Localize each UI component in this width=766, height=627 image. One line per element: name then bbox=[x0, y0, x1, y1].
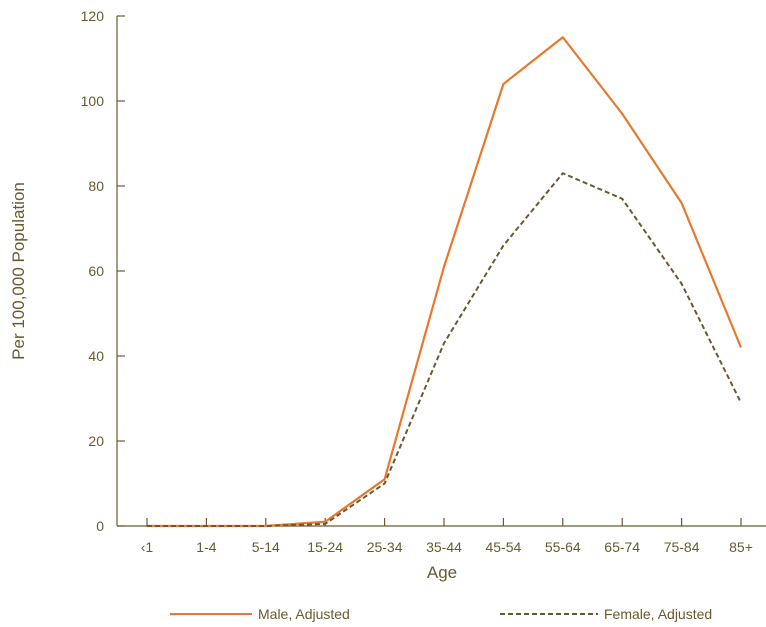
series-line-female bbox=[147, 172, 742, 527]
y-axis-title: Per 100,000 Population bbox=[9, 182, 28, 360]
y-tick-label: 100 bbox=[81, 93, 105, 109]
y-tick-label: 60 bbox=[88, 263, 104, 279]
x-tick-label: 45-54 bbox=[485, 539, 521, 555]
x-tick-label: 65-74 bbox=[604, 539, 640, 555]
series-lines bbox=[147, 36, 743, 528]
y-tick-label: 120 bbox=[81, 8, 105, 24]
x-tick-label: 1-4 bbox=[196, 539, 216, 555]
y-tick-label: 20 bbox=[88, 433, 104, 449]
x-tick-label: 35-44 bbox=[426, 539, 462, 555]
x-tick-label: 15-24 bbox=[307, 539, 343, 555]
x-axis-title: Age bbox=[427, 563, 457, 582]
y-ticks: 0 20 40 60 80 100 120 bbox=[81, 8, 125, 534]
x-tick-label: 5-14 bbox=[252, 539, 280, 555]
x-ticks: ‹1 1-4 5-14 15-24 25-34 35-44 45-54 55-64 65-74 7… bbox=[141, 518, 753, 555]
legend: Male, Adjusted Female, Adjusted bbox=[170, 606, 712, 622]
y-tick-label: 0 bbox=[96, 518, 104, 534]
axes bbox=[116, 16, 766, 527]
y-tick-label: 80 bbox=[88, 178, 104, 194]
x-tick-label: 85+ bbox=[729, 539, 753, 555]
x-tick-label: 25-34 bbox=[367, 539, 403, 555]
series-line-male bbox=[147, 36, 743, 528]
x-tick-label: 55-64 bbox=[545, 539, 581, 555]
legend-label: Male, Adjusted bbox=[258, 606, 350, 622]
y-tick-label: 40 bbox=[88, 348, 104, 364]
legend-label: Female, Adjusted bbox=[604, 606, 712, 622]
x-tick-label: ‹1 bbox=[141, 539, 154, 555]
x-tick-label: 75-84 bbox=[664, 539, 700, 555]
